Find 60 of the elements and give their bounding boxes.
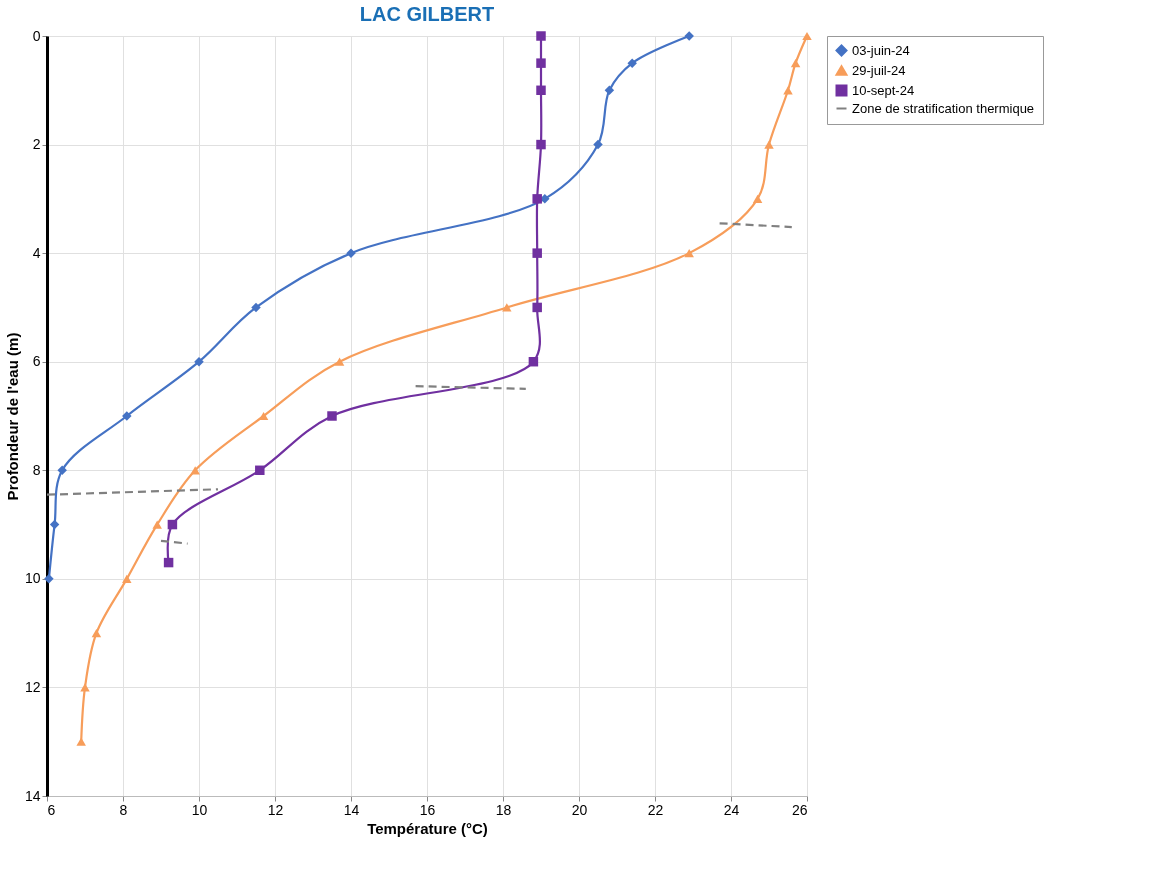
x-tick-label: 8 bbox=[119, 801, 128, 818]
point bbox=[752, 194, 763, 203]
y-tick-label: 0 bbox=[32, 27, 41, 44]
x-axis-title: Température (°C) bbox=[367, 819, 488, 837]
point bbox=[152, 520, 162, 529]
point bbox=[593, 139, 603, 150]
y-tick-label: 4 bbox=[32, 244, 41, 261]
x-tick-label: 12 bbox=[267, 801, 284, 818]
x-tick-label: 18 bbox=[495, 801, 512, 818]
point bbox=[194, 356, 204, 367]
y-axis-title: Profondeur de l'eau (m) bbox=[3, 332, 21, 501]
y-tick-label: 14 bbox=[24, 787, 41, 804]
x-tick-label: 10 bbox=[191, 801, 208, 818]
point bbox=[167, 519, 178, 530]
point bbox=[536, 58, 546, 68]
point bbox=[255, 465, 265, 476]
y-tick-label: 12 bbox=[24, 678, 41, 695]
point bbox=[334, 357, 345, 366]
point bbox=[540, 194, 550, 204]
x-tick-label: 20 bbox=[571, 801, 588, 818]
point bbox=[251, 302, 261, 313]
point bbox=[190, 466, 200, 475]
legend-label: 03-juin-24 bbox=[852, 42, 910, 58]
y-tick-label: 2 bbox=[32, 136, 41, 153]
point bbox=[536, 85, 546, 96]
point bbox=[627, 58, 637, 68]
point bbox=[532, 248, 542, 258]
point bbox=[802, 31, 812, 41]
legend-label: Zone de stratification thermique bbox=[852, 100, 1035, 116]
point bbox=[80, 683, 90, 692]
point bbox=[49, 519, 60, 530]
point bbox=[76, 737, 86, 746]
legend-label: 10-sept-24 bbox=[852, 82, 915, 98]
legend-label: 29-juil-24 bbox=[852, 62, 906, 78]
point bbox=[528, 356, 539, 367]
point bbox=[790, 59, 801, 68]
point bbox=[502, 303, 512, 312]
x-tick-label: 26 bbox=[791, 801, 808, 818]
point bbox=[327, 411, 337, 421]
point bbox=[91, 629, 102, 638]
y-tick-label: 10 bbox=[24, 570, 41, 587]
point bbox=[764, 140, 774, 149]
point bbox=[163, 557, 174, 568]
x-tick-label: 14 bbox=[343, 801, 360, 818]
chart-title: LAC GILBERT bbox=[359, 3, 495, 25]
x-tick-label: 16 bbox=[419, 801, 436, 818]
x-tick-label: 22 bbox=[647, 801, 664, 818]
y-tick-label: 6 bbox=[32, 353, 41, 370]
x-tick-label: 24 bbox=[723, 801, 740, 818]
point bbox=[536, 139, 546, 150]
y-tick-label: 8 bbox=[32, 461, 41, 478]
x-tick-label: 6 bbox=[47, 801, 56, 818]
point bbox=[783, 86, 793, 95]
point bbox=[536, 31, 546, 41]
point bbox=[57, 465, 67, 476]
point bbox=[532, 302, 542, 313]
point bbox=[122, 574, 132, 583]
point bbox=[532, 194, 542, 204]
point bbox=[684, 249, 694, 258]
point bbox=[604, 85, 615, 96]
